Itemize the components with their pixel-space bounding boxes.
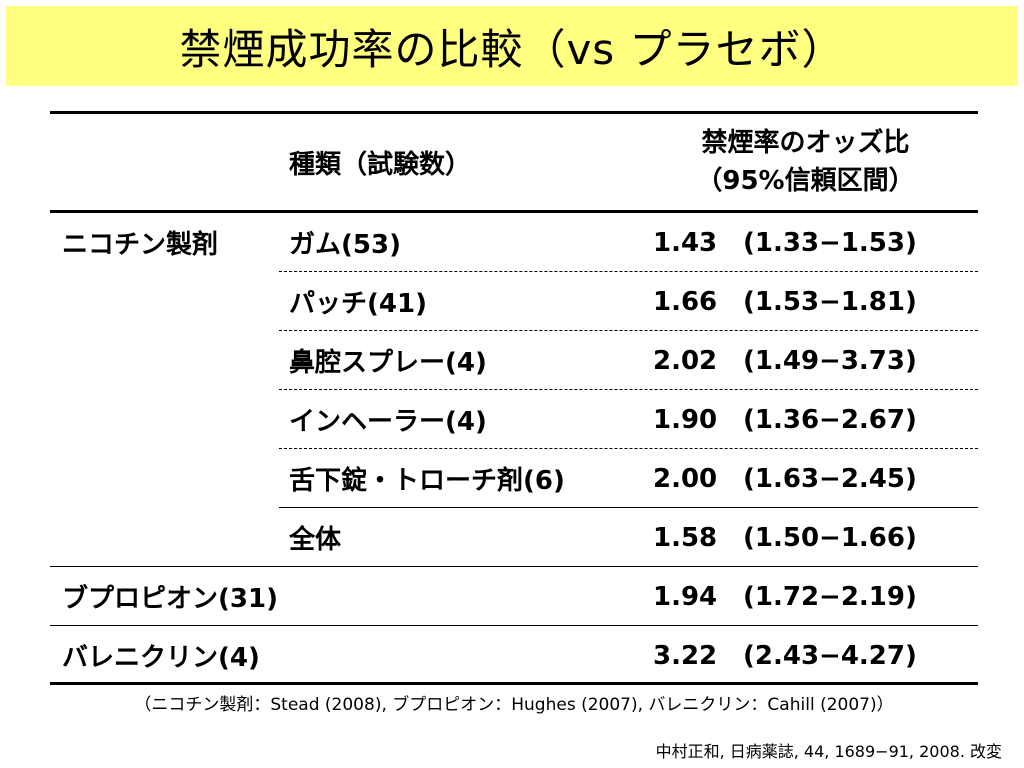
row-divider [50,566,978,567]
row-confidence-interval: (1.53−1.81) [743,286,917,317]
row-divider [279,507,978,508]
row-odds-ratio: 1.58 [653,522,718,553]
header-odds-ratio: 禁煙率のオッズ比 （95%信頼区間） [633,114,978,210]
header-type: 種類（試験数） [289,149,472,180]
row-divider [279,330,978,331]
row-confidence-interval: (1.72−2.19) [743,581,917,612]
row-type: 舌下錠・トローチ剤(6) [289,466,565,496]
table-row: インヘーラー(4) 1.90 (1.36−2.67) [50,390,978,449]
row-odds-ratio: 2.02 [653,345,718,376]
header-odds-ratio-line2: （95%信頼区間） [696,166,915,196]
row-type: ガム(53) [289,230,401,260]
header-odds-ratio-line1: 禁煙率のオッズ比 [701,128,910,158]
row-divider [279,389,978,390]
row-confidence-interval: (1.33−1.53) [743,227,917,258]
row-type: ブプロピオン(31) [62,584,278,614]
row-odds-ratio: 1.90 [653,404,718,435]
row-confidence-interval: (2.43−4.27) [743,640,917,671]
row-odds-ratio: 1.94 [653,581,718,612]
row-type: バレニクリン(4) [62,643,260,673]
table-row: 鼻腔スプレー(4) 2.02 (1.49−3.73) [50,331,978,390]
title-bar: 禁煙成功率の比較（vs プラセボ） [6,6,1018,86]
slide-title: 禁煙成功率の比較（vs プラセボ） [179,24,845,74]
row-odds-ratio: 1.66 [653,286,718,317]
row-divider [279,271,978,272]
table-row: 全体 1.58 (1.50−1.66) [50,508,978,567]
row-confidence-interval: (1.50−1.66) [743,522,917,553]
comparison-table: 種類（試験数） 禁煙率のオッズ比 （95%信頼区間） ニコチン製剤 ガム(53)… [50,111,978,685]
row-type: インヘーラー(4) [289,407,487,437]
row-confidence-interval: (1.49−3.73) [743,345,917,376]
row-divider [279,448,978,449]
row-odds-ratio: 1.43 [653,227,718,258]
table-row: 舌下錠・トローチ剤(6) 2.00 (1.63−2.45) [50,449,978,508]
table-header-row: 種類（試験数） 禁煙率のオッズ比 （95%信頼区間） [50,111,978,213]
table-bottom-rule [50,682,978,685]
table-row: ブプロピオン(31) 1.94 (1.72−2.19) [50,567,978,626]
row-odds-ratio: 2.00 [653,463,718,494]
table-row: パッチ(41) 1.66 (1.53−1.81) [50,272,978,331]
row-confidence-interval: (1.63−2.45) [743,463,917,494]
footnote: （ニコチン製剤：Stead (2008), ブプロピオン：Hughes (200… [134,695,894,715]
table-row: ニコチン製剤 ガム(53) 1.43 (1.33−1.53) [50,213,978,272]
row-type: 全体 [289,525,342,555]
row-odds-ratio: 3.22 [653,640,718,671]
category-label-nicotine: ニコチン製剤 [62,230,219,260]
row-divider [50,625,978,626]
row-type: 鼻腔スプレー(4) [289,348,487,378]
row-type: パッチ(41) [289,289,427,319]
table-row: バレニクリン(4) 3.22 (2.43−4.27) [50,626,978,685]
row-confidence-interval: (1.36−2.67) [743,404,917,435]
citation: 中村正和, 日病薬誌, 44, 1689−91, 2008. 改変 [655,742,1002,761]
